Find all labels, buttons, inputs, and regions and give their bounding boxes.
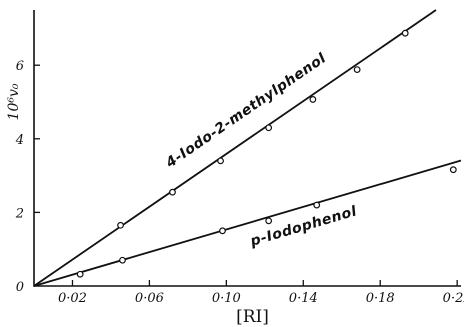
y-tick-label: 0 xyxy=(16,280,24,295)
x-tick-label: 0·10 xyxy=(212,291,241,306)
data-point-p-iodophenol xyxy=(76,270,84,278)
y-tick-label: 4 xyxy=(15,133,24,148)
fit-line-p-iodophenol xyxy=(33,159,462,287)
data-point-p-iodophenol xyxy=(265,217,273,225)
data-point-p-iodophenol xyxy=(313,201,321,209)
series-label-p-iodophenol: p-Iodophenol xyxy=(248,203,359,250)
axis-lines xyxy=(33,10,461,287)
data-points xyxy=(76,29,457,278)
x-axis-label: [RI] xyxy=(236,307,269,327)
fit-line-4-iodo-2-methylphenol xyxy=(33,9,437,287)
data-point-p-iodophenol xyxy=(119,256,126,264)
fit-lines xyxy=(33,9,462,287)
x-tick-label: 0·18 xyxy=(366,291,395,306)
y-axis-label: 10⁶v₀ xyxy=(6,83,22,120)
data-point-4-iodo-2-methylphenol xyxy=(353,66,361,74)
data-point-4-iodo-2-methylphenol xyxy=(217,157,224,165)
x-tick-label: 0·06 xyxy=(135,291,164,306)
x-tick-label: 0·02 xyxy=(58,291,87,306)
y-tick-label: 6 xyxy=(16,59,24,74)
data-point-4-iodo-2-methylphenol xyxy=(309,96,317,103)
data-point-4-iodo-2-methylphenol xyxy=(265,124,273,132)
axes: 0·02 0·06 0·10 0·14 0·18 0·22 0 2 4 6 xyxy=(15,10,464,306)
x-tick-label: 0·22 xyxy=(443,291,464,306)
x-tick-label: 0·14 xyxy=(289,291,318,306)
data-point-p-iodophenol xyxy=(219,227,226,235)
y-tick-label: 2 xyxy=(15,206,24,221)
data-point-p-iodophenol xyxy=(449,166,457,174)
data-point-4-iodo-2-methylphenol xyxy=(117,221,124,229)
data-point-4-iodo-2-methylphenol xyxy=(401,29,409,37)
data-point-4-iodo-2-methylphenol xyxy=(169,188,176,196)
series-label-4-iodo-2-methylphenol: 4-Iodo-2-methylphenol xyxy=(162,50,329,172)
